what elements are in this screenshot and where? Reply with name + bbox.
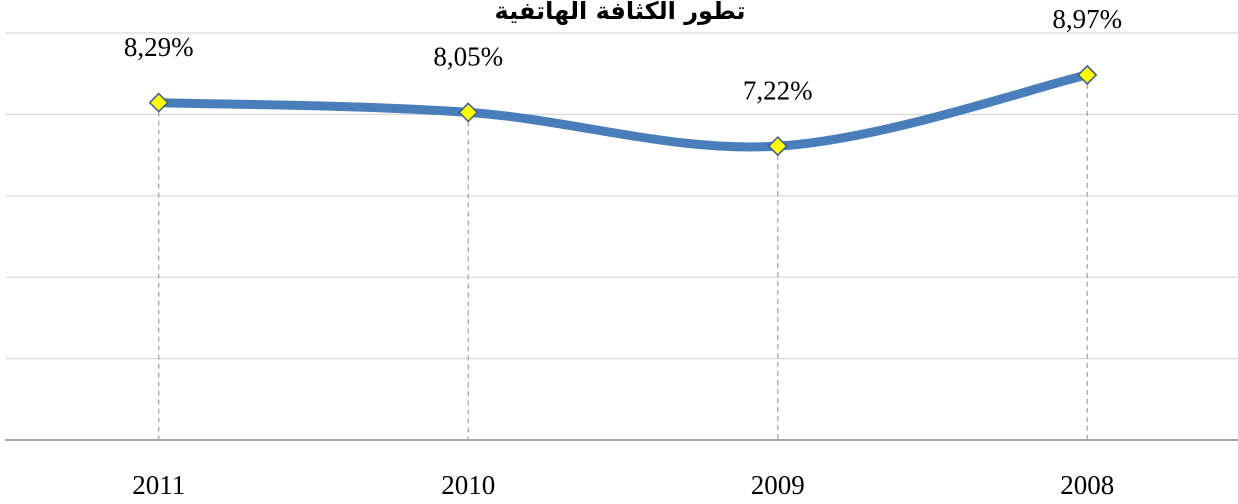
marker xyxy=(148,92,169,113)
marker xyxy=(767,136,788,157)
marker xyxy=(458,102,479,123)
data-label: 7,22% xyxy=(743,75,813,105)
data-label: 8,29% xyxy=(124,32,194,62)
x-tick-label: 2008 xyxy=(1060,470,1114,500)
line xyxy=(154,70,1092,152)
marker xyxy=(1077,64,1098,85)
x-tick-label: 2011 xyxy=(132,470,185,500)
x-tick-label: 2009 xyxy=(751,470,805,500)
x-tick-label: 2010 xyxy=(441,470,495,500)
chart-title: تطور الكثافة الهاتفية xyxy=(495,0,746,25)
data-label: 8,05% xyxy=(433,42,503,72)
data-label: 8,97% xyxy=(1052,4,1122,34)
